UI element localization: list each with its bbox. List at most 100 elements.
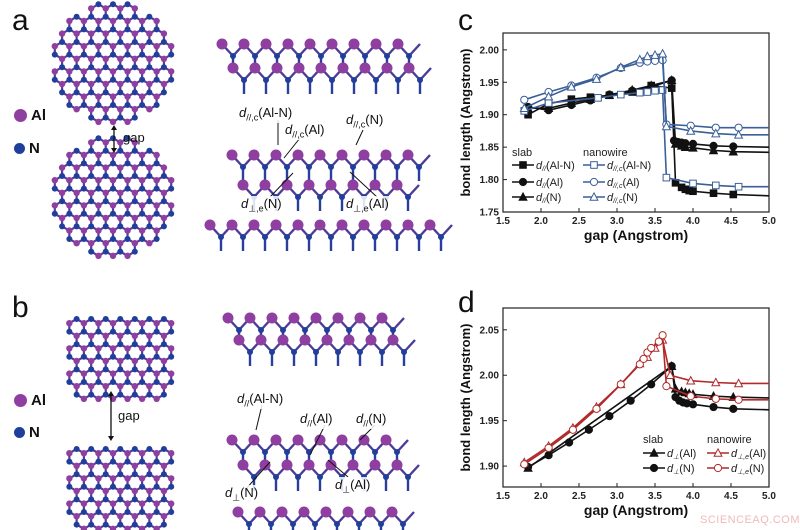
n-atom	[88, 13, 95, 20]
al-atom	[109, 93, 117, 100]
n-atom	[124, 1, 131, 8]
legend-al-b: Al	[14, 392, 46, 409]
al-atom	[95, 320, 102, 327]
al-atom	[146, 332, 153, 339]
al-atom	[87, 164, 95, 171]
al-atom	[102, 240, 109, 247]
al-atom	[131, 80, 139, 88]
al-atom	[58, 214, 66, 222]
al-atom	[131, 357, 139, 365]
data-point	[639, 354, 648, 363]
al-atom	[270, 219, 282, 231]
al-atom	[117, 80, 124, 88]
n-atom	[73, 341, 80, 348]
legend-marker	[713, 463, 723, 473]
al-atom	[354, 312, 366, 324]
al-atom	[95, 43, 102, 50]
data-point	[708, 145, 719, 155]
series-line	[524, 89, 769, 188]
al-atom	[87, 80, 95, 88]
al-atom	[325, 179, 337, 191]
n-atom	[372, 234, 378, 240]
al-atom	[73, 383, 80, 390]
n-atom	[372, 449, 378, 455]
n-atom	[117, 114, 124, 121]
n-atom	[258, 327, 264, 333]
al-atom	[66, 177, 73, 184]
n-atom	[139, 353, 146, 360]
n-atom	[95, 26, 102, 33]
al-atom	[146, 30, 153, 37]
al-atom	[66, 370, 73, 377]
al-atom	[167, 177, 175, 184]
legend-marker	[590, 161, 598, 169]
data-point	[650, 49, 660, 59]
al-atom	[288, 312, 300, 324]
al-atom	[146, 55, 153, 62]
al-atom	[117, 139, 124, 146]
n-atom	[124, 102, 131, 108]
al-atom	[124, 151, 131, 159]
x-tick-label: 2.0	[534, 216, 548, 227]
n-atom	[110, 160, 116, 167]
al-atom	[80, 202, 88, 209]
legend-marker	[589, 191, 599, 201]
x-tick-label: 3.0	[610, 216, 624, 227]
label-d-perp-al: d⊥(Al)	[334, 477, 372, 496]
al-atom	[87, 513, 95, 520]
nanowire-top-view-upper	[51, 1, 175, 126]
al-atom	[153, 227, 160, 234]
al-atom	[87, 5, 95, 12]
al-atom	[109, 227, 117, 234]
al-atom	[260, 38, 272, 50]
n-atom	[66, 102, 73, 108]
n-atom	[160, 64, 167, 71]
al-atom	[80, 43, 88, 50]
al-atom	[153, 395, 160, 402]
n-atom	[328, 234, 334, 240]
al-atom	[131, 30, 139, 37]
n-atom	[73, 223, 80, 230]
label-d-par-c-al: d//,c(Al)	[284, 122, 326, 140]
n-atom	[102, 446, 109, 452]
al-atom	[102, 5, 109, 12]
data-point	[688, 400, 698, 409]
n-atom	[117, 366, 124, 373]
n-atom	[66, 483, 73, 490]
n-atom	[153, 51, 160, 58]
data-point	[734, 395, 743, 404]
n-atom	[124, 185, 131, 192]
n-atom	[88, 89, 95, 96]
n-atom	[117, 39, 124, 45]
n-atom-icon	[14, 427, 25, 438]
n-atom	[438, 234, 444, 240]
al-atom	[138, 500, 146, 507]
n-atom	[139, 51, 146, 58]
n-atom	[80, 102, 87, 108]
n-atom	[417, 77, 423, 83]
al-atom	[80, 227, 88, 234]
n-atom	[102, 248, 109, 255]
n-atom	[139, 102, 146, 108]
n-atom	[51, 210, 58, 217]
pointer-line	[269, 172, 294, 198]
n-atom	[284, 164, 290, 170]
n-atom	[153, 185, 160, 192]
y-axis-label: bond length (Angstrom)	[458, 323, 473, 471]
legend-label: d//,c(Al)	[607, 177, 640, 190]
n-atom	[117, 89, 124, 96]
nanowire-side-view-upper	[216, 38, 432, 94]
n-atom	[302, 327, 308, 333]
n-atom	[73, 89, 80, 96]
x-tick-label: 1.5	[496, 216, 510, 227]
al-atom	[58, 55, 66, 62]
n-atom	[124, 483, 131, 490]
al-atom	[73, 189, 80, 196]
n-atom	[73, 198, 80, 205]
al-atom	[138, 227, 146, 234]
al-atom	[102, 487, 109, 495]
n-atom	[350, 449, 356, 455]
legend-n-label: N	[29, 424, 40, 441]
data-point	[544, 99, 553, 107]
al-atom	[117, 189, 124, 196]
